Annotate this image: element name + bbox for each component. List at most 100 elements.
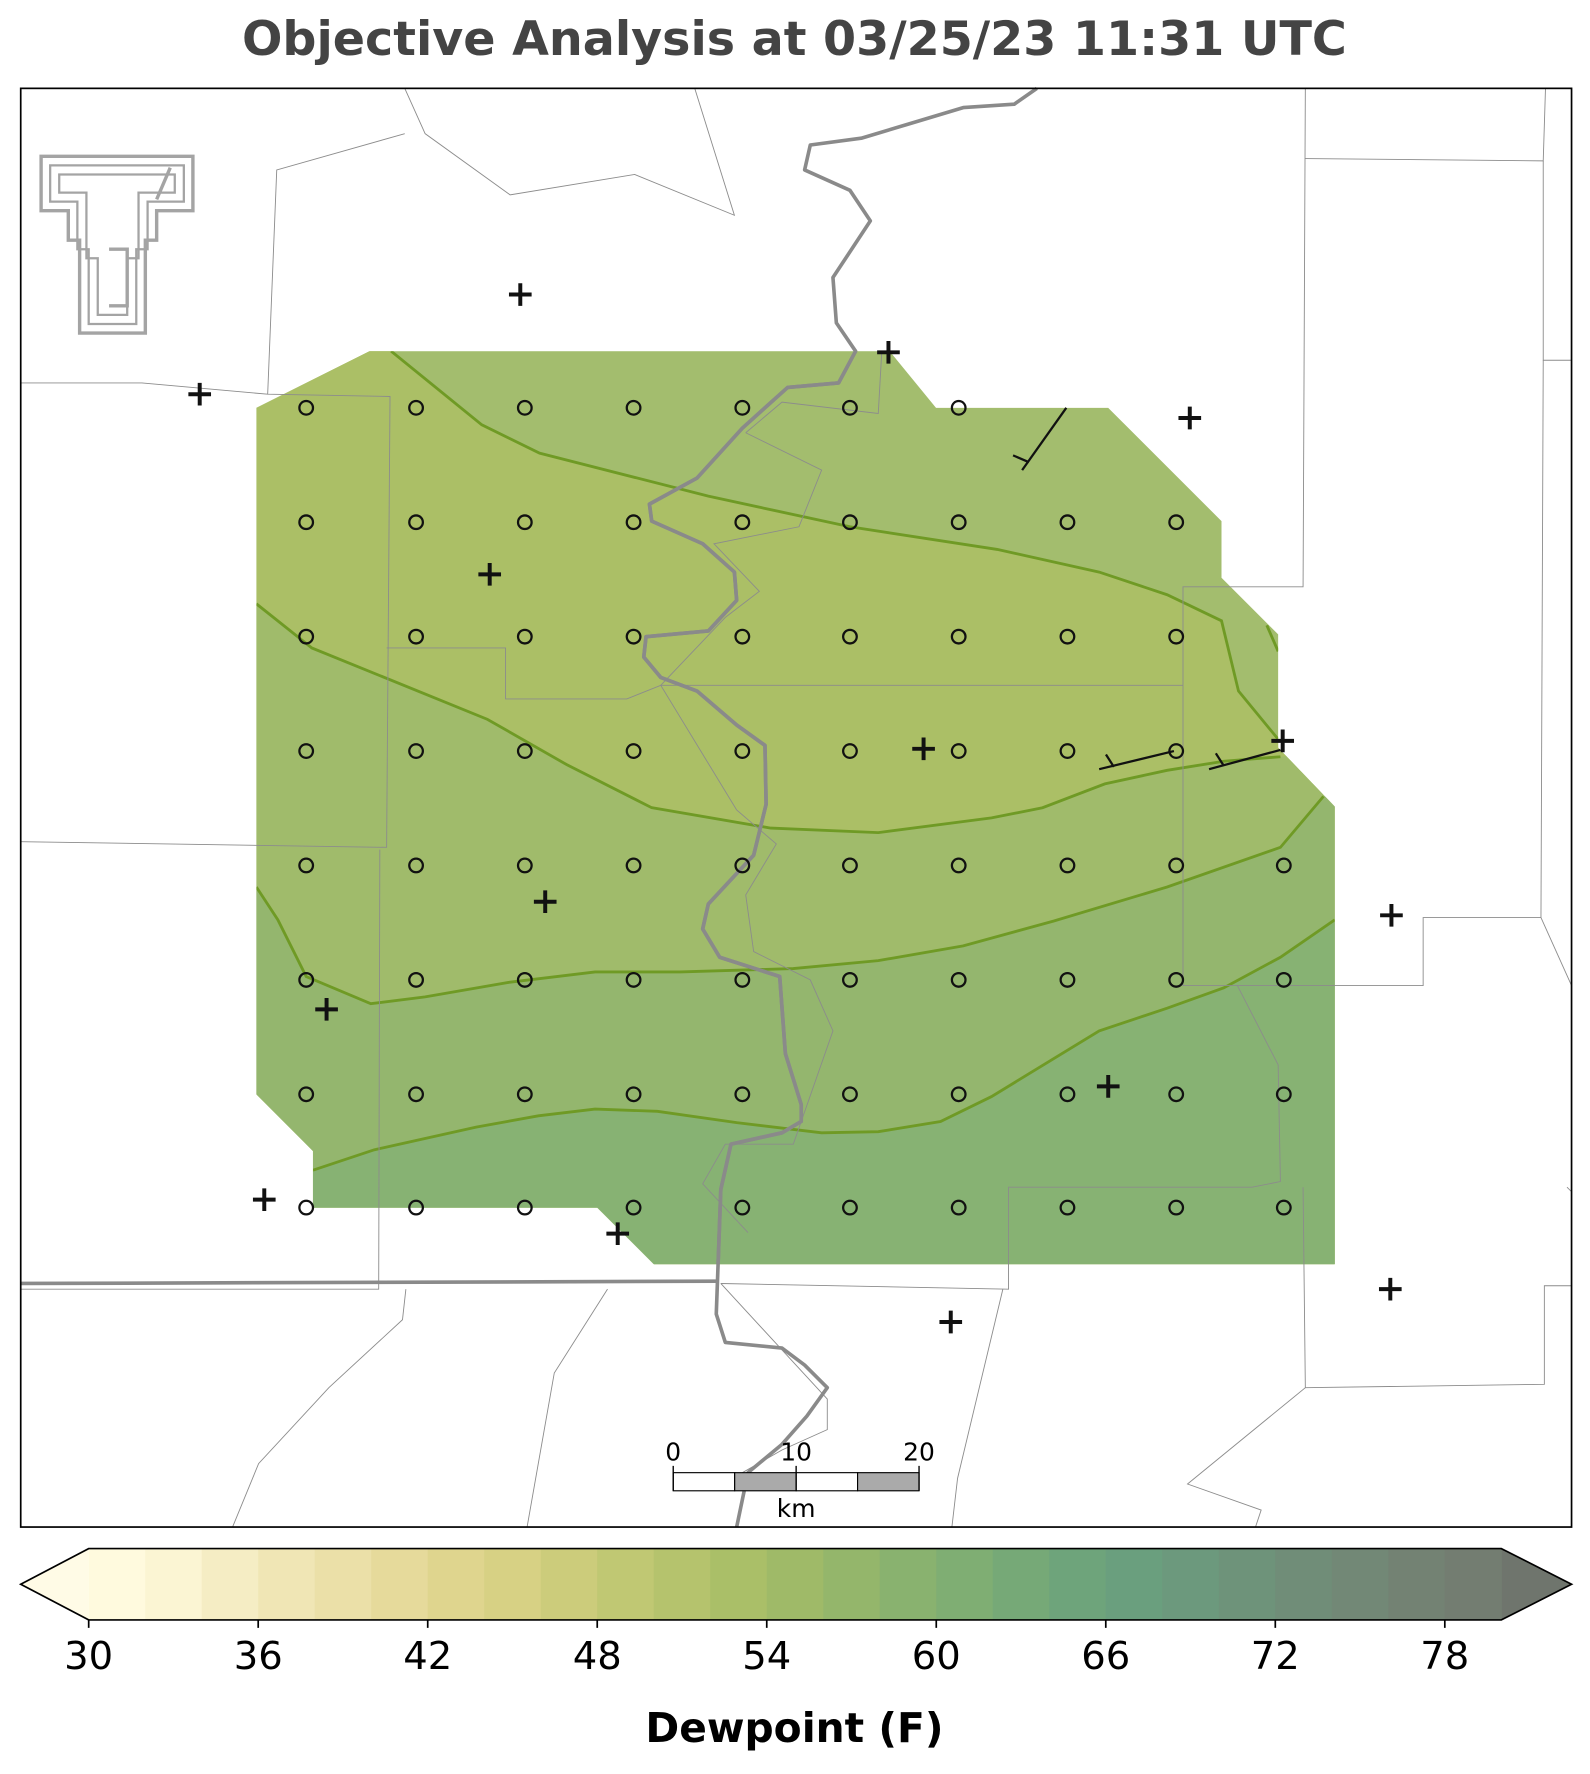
grid-point — [1168, 971, 1185, 988]
colorbar-segment — [823, 1548, 881, 1620]
grid-point — [516, 857, 533, 874]
colorbar-segment — [992, 1548, 1050, 1620]
stations — [188, 283, 1403, 1334]
colorbar-segment — [766, 1548, 824, 1620]
colorbar-segment — [1162, 1548, 1220, 1620]
grid-point — [516, 743, 533, 759]
scale-unit: km — [777, 1494, 816, 1523]
grid-point — [625, 1086, 642, 1103]
colorbar-segment — [427, 1548, 485, 1620]
colorbar-segment — [314, 1548, 372, 1620]
grid-point — [842, 399, 858, 416]
colorbar-label: Dewpoint (F) — [645, 1704, 943, 1752]
grid-point — [298, 1199, 315, 1216]
colorbar-tick-label: 54 — [742, 1634, 791, 1679]
colorbar-segment — [371, 1548, 429, 1620]
map: 0 10 20 km — [19, 86, 1573, 1528]
colorbar-segment — [258, 1548, 316, 1620]
station — [315, 998, 338, 1021]
river — [641, 86, 1039, 1528]
grid-point — [734, 1086, 751, 1103]
station — [188, 382, 212, 406]
colorbar-tick-label: 42 — [403, 1634, 452, 1679]
colorbar-segment — [936, 1548, 994, 1620]
grid-point — [1059, 971, 1076, 988]
grid-point — [516, 1199, 533, 1216]
grid-point — [1059, 1086, 1076, 1103]
grid-point — [734, 399, 751, 416]
grid-point — [1059, 1199, 1076, 1216]
scale-segment — [672, 1472, 736, 1492]
grid-point — [408, 743, 425, 759]
grid-point — [950, 628, 967, 645]
grid-point — [734, 1199, 751, 1216]
grid-point — [1168, 1199, 1185, 1216]
station — [508, 283, 532, 306]
colorbar: Dewpoint (F) 30 36 42 48 54 60 66 72 78 — [18, 1547, 1574, 1752]
grid-point — [1275, 971, 1292, 988]
grid-point — [1275, 1199, 1292, 1216]
grid-points — [298, 399, 1292, 1216]
colorbar-tick-label: 72 — [1251, 1634, 1300, 1679]
grid-point — [625, 857, 642, 874]
station — [912, 737, 935, 761]
grid-point — [516, 514, 533, 531]
grid-point — [842, 1199, 858, 1216]
scale-tick-label: 20 — [903, 1437, 935, 1466]
grid-point — [408, 628, 425, 645]
grid-point — [950, 743, 967, 759]
colorbar-tick-label: 60 — [912, 1634, 961, 1679]
title: Objective Analysis at 03/25/23 11:31 UTC — [242, 12, 1347, 67]
colorbar-segment — [653, 1548, 711, 1620]
colorbar-segment — [879, 1548, 937, 1620]
colorbar-segment — [597, 1548, 655, 1620]
grid-point — [842, 628, 858, 645]
colorbar-extend-low — [20, 1548, 89, 1620]
grid-point — [734, 743, 751, 759]
grid-point — [842, 1086, 858, 1103]
grid-point — [842, 971, 858, 988]
grid-point — [298, 628, 315, 645]
scale-segment — [857, 1472, 920, 1492]
grid-point — [298, 399, 315, 416]
grid-point — [1059, 743, 1076, 759]
grid-point — [842, 514, 858, 531]
colorbar-segment — [88, 1548, 146, 1620]
grid-point — [1168, 628, 1185, 645]
grid-point — [625, 399, 642, 416]
grid-point — [625, 628, 642, 645]
grid-point — [950, 1086, 967, 1103]
grid-point — [516, 628, 533, 645]
grid-point — [1168, 514, 1185, 531]
grid-point — [298, 743, 315, 759]
scale-bar: 0 10 20 km — [665, 1437, 935, 1523]
station — [478, 563, 502, 586]
scale-segment — [734, 1472, 797, 1492]
grid-point — [1275, 857, 1292, 874]
state-line — [20, 1279, 717, 1286]
grid-point — [950, 514, 967, 531]
map-frame — [19, 87, 1573, 1528]
colorbar-segment — [201, 1548, 259, 1620]
grid-point — [625, 971, 642, 988]
grid-point — [950, 1199, 967, 1216]
scale-tick-label: 10 — [780, 1437, 812, 1466]
colorbar-segment — [484, 1548, 542, 1620]
grid-point — [408, 1086, 425, 1103]
grid-point — [734, 514, 751, 531]
analysis-field — [256, 351, 1335, 1265]
station — [252, 1188, 276, 1211]
grid-point — [1275, 1086, 1292, 1103]
grid-point — [625, 743, 642, 759]
station — [1096, 1075, 1120, 1098]
scale-segment — [795, 1472, 859, 1492]
grid-point — [408, 514, 425, 531]
colorbar-tick-label: 78 — [1420, 1634, 1469, 1679]
grid-point — [1059, 514, 1076, 531]
logo — [39, 154, 195, 335]
colorbar-segment — [1049, 1548, 1107, 1620]
colorbar-segment — [1105, 1548, 1163, 1620]
station — [606, 1222, 630, 1245]
grid-point — [408, 971, 425, 988]
